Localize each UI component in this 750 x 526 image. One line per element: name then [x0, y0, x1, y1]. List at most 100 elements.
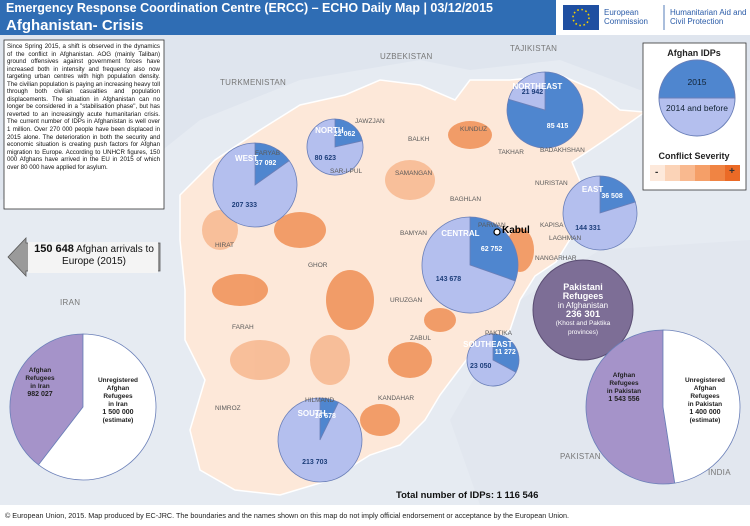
- pk-value: 236 301: [565, 309, 601, 320]
- legend-title: Afghan IDPs: [667, 48, 721, 58]
- severity-patches: [212, 121, 534, 436]
- refugee-label-line: Afghan: [612, 372, 636, 379]
- country-label: PAKISTAN: [560, 452, 601, 461]
- region-name: NORTHEAST: [512, 81, 563, 91]
- arrival-text: 150 648 Afghan arrivals to Europe (2015): [30, 243, 158, 268]
- pie-slice: [37, 333, 157, 481]
- summary-box: [3, 39, 165, 210]
- logo-text: European Commission: [604, 8, 648, 26]
- refugee-note: (estimate): [102, 417, 134, 424]
- refugee-label-line: Unregistered: [97, 377, 139, 384]
- region-name: EAST: [581, 185, 604, 195]
- refugee-label-line: Refugees: [103, 393, 133, 400]
- region-name: CENTRAL: [441, 229, 480, 239]
- refugee-label-line: Refugees: [25, 375, 55, 382]
- severity-swatch: [695, 165, 710, 181]
- pk-title: Pakistani Refugees: [562, 282, 604, 301]
- region-name: SOUTH: [297, 408, 326, 418]
- neighbour-land: [0, 35, 750, 200]
- severity-patch: [310, 335, 350, 385]
- logo-line: European: [604, 8, 639, 17]
- province-label: SAMANGAN: [395, 170, 433, 177]
- refugee-label-line: Refugees: [690, 393, 720, 400]
- footer-text: © European Union, 2015. Map produced by …: [5, 511, 569, 520]
- pie-value-label: 213 703: [302, 458, 328, 466]
- province-label: KAPISA: [540, 222, 564, 229]
- pie-slice: [506, 71, 584, 149]
- severity-swatch: [710, 165, 725, 181]
- severity-patch: [202, 210, 238, 250]
- refugee-note: (estimate): [689, 417, 721, 424]
- refugee-label: Afghan Refugees in Pakistan 1 543 556: [589, 372, 659, 404]
- total-idps: Total number of IDPs: 1 116 546: [396, 490, 539, 501]
- footer-bar: [0, 505, 750, 526]
- legend-item: 2014 and before: [666, 103, 728, 113]
- arrival-panel: [28, 242, 158, 273]
- province-label: HILMAND: [305, 397, 335, 404]
- capital-label: Kabul: [502, 225, 530, 236]
- severity-swatch: [650, 165, 665, 181]
- pie-slice: [585, 329, 676, 485]
- pk-place: in Afghanistan: [557, 301, 609, 310]
- severity-patch: [388, 342, 432, 378]
- severity-patch: [326, 270, 374, 330]
- pie-slice: [9, 333, 84, 466]
- province-label: BAGHLAN: [450, 196, 482, 203]
- severity-swatch: [665, 165, 680, 181]
- pie-slice: [466, 333, 517, 387]
- refugee-label-line: in Pakistan: [606, 388, 642, 395]
- province-label: LAGHMAN: [549, 235, 582, 242]
- pie-slice: [334, 118, 363, 148]
- refugee-label-line: Unregistered: [684, 377, 726, 384]
- province-label: SAR-I-PUL: [330, 168, 363, 175]
- pie-value-label: 207 333: [231, 201, 258, 209]
- pie-value-label: 62 752: [480, 245, 503, 253]
- province-label: JAWZJAN: [355, 118, 385, 125]
- logo-line: Humanitarian Aid and: [670, 8, 747, 17]
- legend-swatch: [658, 97, 736, 137]
- severity-patch: [274, 212, 326, 248]
- province-label: BAMYAN: [400, 230, 427, 237]
- refugee-value: 1 400 000: [689, 409, 721, 416]
- refugee-label-line: in Iran: [108, 401, 128, 408]
- refugee-label: Afghan Refugees in Iran 982 027: [5, 367, 75, 399]
- province-label: KUNDUZ: [460, 126, 488, 133]
- severity-swatch: [725, 165, 740, 181]
- pie-value-label: 11 272: [494, 348, 516, 356]
- province-label: KANDAHAR: [378, 395, 415, 402]
- refugee-label: Unregistered Afghan Refugees in Iran 1 500 0…: [83, 377, 153, 425]
- province-label: FARAH: [232, 324, 254, 331]
- pie-value-label: 22 062: [333, 130, 356, 138]
- logo-text: Humanitarian Aid and Civil Protection: [670, 8, 747, 26]
- region-name: WEST: [235, 153, 259, 163]
- region-name: SOUTHEAST: [463, 340, 513, 350]
- logo-line: Civil Protection: [670, 17, 724, 26]
- pie-slice: [599, 175, 636, 214]
- pie-slice: [492, 333, 520, 373]
- pk-note: (Khost and Paktika provinces): [555, 320, 611, 336]
- pie-slice: [469, 216, 519, 282]
- refugee-label-line: Afghan: [693, 385, 717, 392]
- severity-high: +: [729, 166, 735, 177]
- severity-patch: [448, 121, 492, 149]
- legend-swatch: [658, 59, 736, 99]
- province-label: BALKH: [408, 136, 430, 143]
- refugee-value: 1 543 556: [608, 396, 640, 403]
- pakistani-refugees: Pakistani Refugees in Afghanistan 236 30…: [543, 283, 623, 337]
- logo-line: Commission: [604, 17, 649, 26]
- pie-value-label: 143 678: [435, 276, 462, 284]
- refugee-label-line: Refugees: [609, 380, 639, 387]
- pie-value-label: 80 623: [314, 155, 337, 163]
- province-label: PARWAN: [478, 222, 506, 229]
- country-label: TURKMENISTAN: [220, 78, 287, 87]
- province-label: URUZGAN: [390, 297, 423, 304]
- pie-slice: [277, 397, 363, 483]
- severity-swatch: [680, 165, 695, 181]
- severity-patch: [424, 308, 456, 332]
- arrival-label: Afghan arrivals to Europe (2015): [62, 244, 154, 267]
- pie-value-label: 144 331: [575, 225, 601, 233]
- summary-text: Since Spring 2015, a shift is observed i…: [7, 43, 160, 171]
- severity-low: -: [655, 167, 659, 178]
